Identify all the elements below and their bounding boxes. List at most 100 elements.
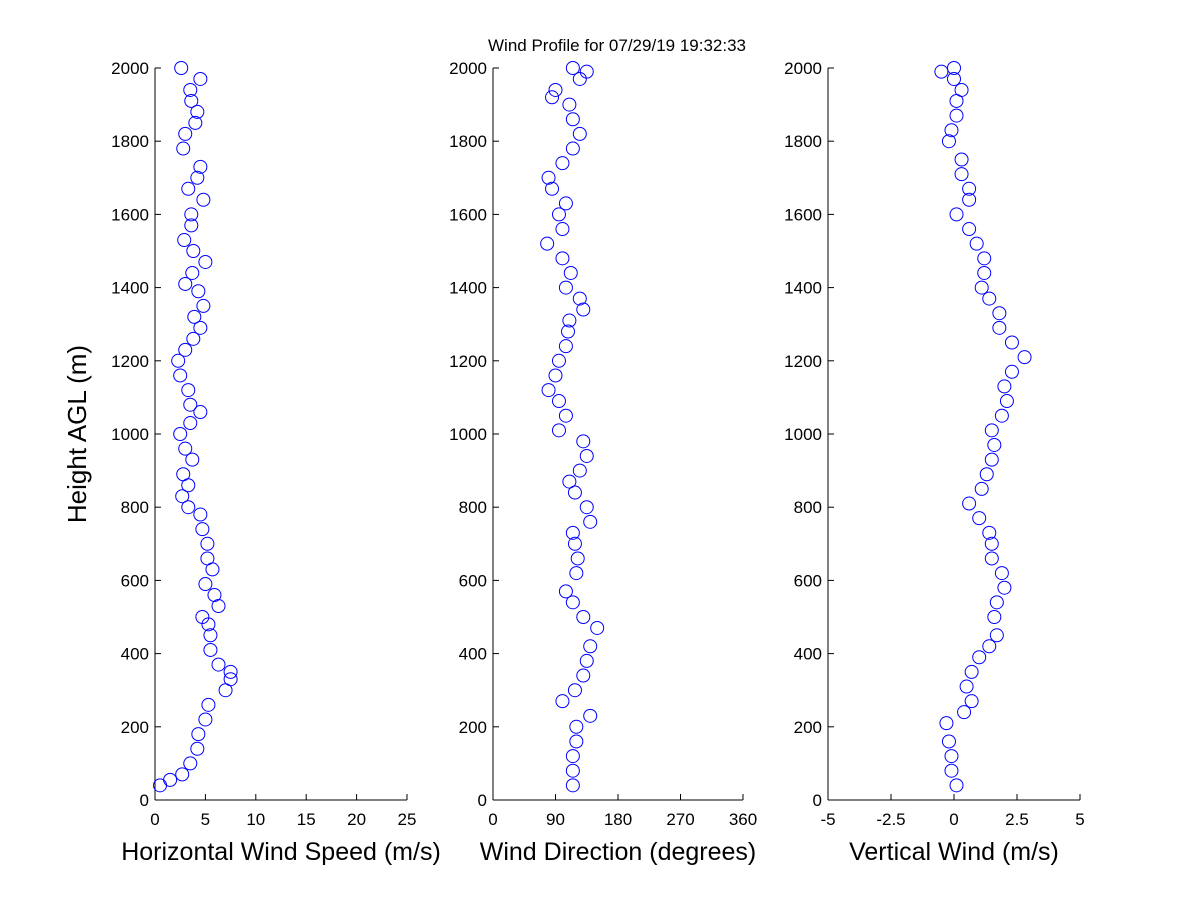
data-point [949,778,964,793]
data-point [207,588,222,603]
data-point [178,342,193,357]
y-tick-label: 1200 [449,352,487,371]
data-point [992,306,1007,321]
data-point [183,82,198,97]
data-point [962,192,977,207]
data-point [962,181,977,196]
data-point [558,339,573,354]
data-point [193,71,208,86]
data-point [579,653,594,668]
data-point [565,595,580,610]
data-point [944,749,959,764]
x-axis-label: Wind Direction (degrees) [480,838,757,866]
x-tick-label: 270 [666,810,694,829]
data-point [188,115,203,130]
x-axis-label: Horizontal Wind Speed (m/s) [121,838,441,866]
data-point [979,467,994,482]
y-tick-label: 800 [459,498,487,517]
data-point [1004,364,1019,379]
data-point [572,463,587,478]
data-point [984,452,999,467]
data-point [1017,350,1032,365]
data-point [176,467,191,482]
y-tick-label: 0 [140,791,149,810]
y-tick-label: 1000 [449,425,487,444]
data-point [994,566,1009,581]
data-point [984,551,999,566]
data-point [177,233,192,248]
data-point [954,82,969,97]
data-point [944,763,959,778]
x-tick-label: 10 [246,810,265,829]
data-point [541,170,556,185]
data-point [201,697,216,712]
data-point [984,536,999,551]
data-point [174,61,189,75]
y-tick-label: 1200 [111,352,149,371]
x-tick-label: 5 [1075,810,1084,829]
data-point [954,152,969,167]
data-point [175,489,190,504]
x-axis-label: Vertical Wind (m/s) [849,838,1059,866]
y-tick-label: 200 [121,718,149,737]
y-tick-label: 0 [478,791,487,810]
data-point [178,441,193,456]
data-point [987,437,1002,452]
data-point [992,320,1007,335]
data-point [555,694,570,709]
data-point [565,778,580,793]
data-point [548,82,563,97]
data-point [576,434,591,449]
data-point [962,222,977,237]
data-point [562,313,577,328]
y-tick-label: 400 [121,645,149,664]
data-point [184,207,199,222]
data-point [551,353,566,368]
data-point [972,511,987,526]
x-tick-label: 0 [150,810,159,829]
y-tick-label: 1600 [449,205,487,224]
data-point [173,368,188,383]
data-point [944,123,959,138]
data-point [977,265,992,280]
data-point [984,423,999,438]
data-point [191,284,206,299]
y-tick-label: 1200 [784,352,822,371]
data-point [957,705,972,720]
x-tick-label: 15 [297,810,316,829]
y-tick-label: 1000 [784,425,822,444]
data-point [551,394,566,409]
data-point [997,580,1012,595]
data-point [186,244,201,258]
data-point [962,496,977,511]
data-point [190,741,205,756]
data-point [203,642,218,657]
data-point [974,280,989,295]
data-point [193,159,208,174]
data-point [565,763,580,778]
data-point [181,383,196,398]
x-tick-label: 20 [347,810,366,829]
y-tick-label: 2000 [784,59,822,78]
y-tick-label: 1600 [784,205,822,224]
data-point [558,584,573,599]
data-point [178,126,193,141]
y-tick-label: 2000 [111,59,149,78]
data-point [186,331,201,346]
data-point [555,222,570,237]
data-point [203,628,218,643]
y-tick-label: 1800 [111,132,149,151]
data-point [196,192,211,207]
data-point [1004,335,1019,350]
y-tick-label: 1400 [784,279,822,298]
data-point [994,408,1009,423]
data-point [200,536,215,551]
data-point [548,368,563,383]
x-tick-label: 180 [604,810,632,829]
y-tick-label: 1800 [784,132,822,151]
data-point [184,93,199,108]
data-point [565,525,580,540]
data-point [183,756,198,771]
x-tick-label: -5 [820,810,835,829]
data-point [982,639,997,654]
